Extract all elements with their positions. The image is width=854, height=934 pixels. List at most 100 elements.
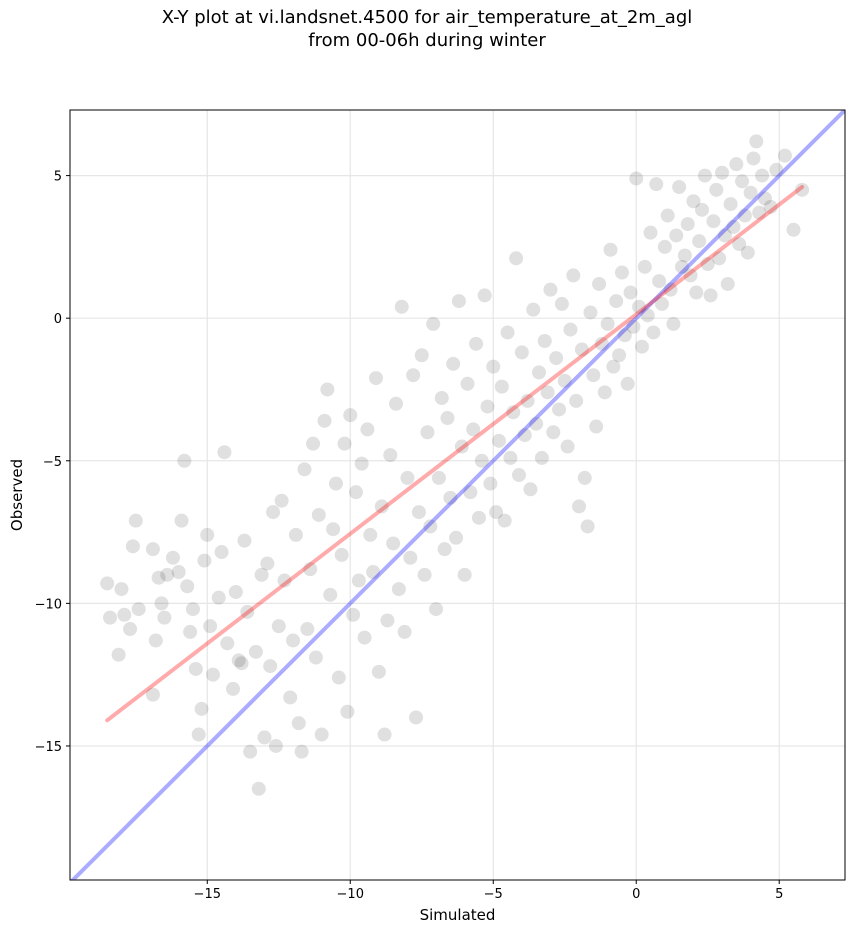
scatter-point bbox=[554, 296, 569, 311]
scatter-point bbox=[692, 234, 707, 249]
scatter-point bbox=[123, 622, 138, 637]
scatter-point bbox=[557, 373, 572, 388]
scatter-point bbox=[263, 659, 278, 674]
scatter-point bbox=[592, 276, 607, 291]
scatter-point bbox=[540, 385, 555, 400]
scatter-point bbox=[160, 567, 175, 582]
scatter-point bbox=[657, 239, 672, 254]
scatter-point bbox=[723, 197, 738, 212]
scatter-point bbox=[297, 462, 312, 477]
scatter-point bbox=[577, 470, 592, 485]
scatter-point bbox=[720, 276, 735, 291]
scatter-point bbox=[755, 168, 770, 183]
scatter-point bbox=[489, 505, 504, 520]
scatter-point bbox=[680, 217, 695, 232]
y-tick-label: 5 bbox=[54, 170, 62, 185]
scatter-point bbox=[328, 476, 343, 491]
x-tick-label: 5 bbox=[775, 887, 783, 902]
scatter-point bbox=[689, 285, 704, 300]
scatter-point bbox=[612, 348, 627, 363]
scatter-point bbox=[563, 322, 578, 337]
scatter-point bbox=[125, 539, 140, 554]
scatter-point bbox=[368, 371, 383, 386]
scatter-point bbox=[626, 319, 641, 334]
scatter-point bbox=[609, 294, 624, 309]
scatter-point bbox=[340, 704, 355, 719]
scatter-point bbox=[409, 710, 424, 725]
axis-ticks: −15 −10 −5 0 5 −15 −10 −5 0 5 bbox=[35, 170, 784, 902]
scatter-point bbox=[529, 416, 544, 431]
scatter-point bbox=[394, 299, 409, 314]
scatter-point bbox=[614, 265, 629, 280]
scatter-point bbox=[403, 550, 418, 565]
scatter-point bbox=[740, 245, 755, 260]
scatter-point bbox=[494, 379, 509, 394]
scatter-point bbox=[300, 622, 315, 637]
scatter-point bbox=[100, 576, 115, 591]
y-tick-label: 0 bbox=[54, 312, 62, 327]
scatter-point bbox=[457, 567, 472, 582]
scatter-point bbox=[157, 610, 172, 625]
scatter-point bbox=[666, 316, 681, 331]
scatter-point bbox=[486, 359, 501, 374]
scatter-point bbox=[543, 282, 558, 297]
scatter-point bbox=[346, 607, 361, 622]
scatter-point bbox=[220, 636, 235, 651]
scatter-point bbox=[357, 630, 372, 645]
scatter-point bbox=[145, 542, 160, 557]
scatter-point bbox=[549, 351, 564, 366]
scatter-point bbox=[446, 356, 461, 371]
x-tick-label: −15 bbox=[194, 887, 221, 902]
scatter-point bbox=[174, 513, 189, 528]
scatter-point bbox=[414, 348, 429, 363]
scatter-point bbox=[471, 510, 486, 525]
identity-line bbox=[70, 110, 845, 880]
scatter-point bbox=[660, 208, 675, 223]
scatter-point bbox=[411, 505, 426, 520]
scatter-point bbox=[572, 499, 587, 514]
x-axis-label: Simulated bbox=[420, 906, 496, 924]
scatter-point bbox=[517, 428, 532, 443]
scatter-point bbox=[743, 185, 758, 200]
x-tick-label: −10 bbox=[337, 887, 364, 902]
scatter-point bbox=[695, 202, 710, 217]
scatter-point bbox=[654, 296, 669, 311]
scatter-point bbox=[634, 339, 649, 354]
scatter-point bbox=[128, 513, 143, 528]
scatter-point bbox=[700, 257, 715, 271]
scatter-point bbox=[171, 565, 186, 579]
scatter-point bbox=[677, 248, 692, 263]
scatter-point bbox=[715, 165, 730, 180]
scatter-point bbox=[454, 439, 469, 454]
scatter-point bbox=[597, 385, 612, 400]
scatter-point bbox=[526, 302, 541, 317]
scatter-point bbox=[354, 456, 369, 471]
scatter-point bbox=[366, 565, 381, 579]
scatter-point bbox=[306, 436, 321, 451]
scatter-point bbox=[237, 533, 252, 548]
scatter-point bbox=[706, 214, 721, 229]
scatter-point bbox=[440, 411, 455, 425]
scatter-point bbox=[343, 408, 358, 423]
scatter-point bbox=[431, 470, 446, 485]
scatter-point bbox=[503, 450, 518, 465]
scatter-point bbox=[351, 573, 366, 588]
scatter-point bbox=[566, 268, 581, 283]
scatter-point bbox=[165, 550, 180, 565]
scatter-point bbox=[248, 644, 263, 659]
scatter-point bbox=[286, 633, 301, 648]
scatter-point bbox=[746, 151, 761, 166]
scatter-point bbox=[752, 205, 767, 220]
scatter-point bbox=[326, 522, 341, 537]
scatter-point bbox=[574, 342, 589, 357]
scatter-point bbox=[712, 251, 727, 266]
scatter-point bbox=[786, 222, 801, 237]
scatter-point bbox=[511, 468, 526, 483]
scatter-point bbox=[303, 562, 318, 577]
scatter-point bbox=[586, 368, 601, 383]
x-tick-label: 0 bbox=[632, 887, 640, 902]
scatter-point bbox=[203, 619, 218, 634]
scatter-point bbox=[145, 687, 160, 702]
scatter-point bbox=[757, 191, 772, 206]
scatter-point bbox=[180, 579, 195, 594]
